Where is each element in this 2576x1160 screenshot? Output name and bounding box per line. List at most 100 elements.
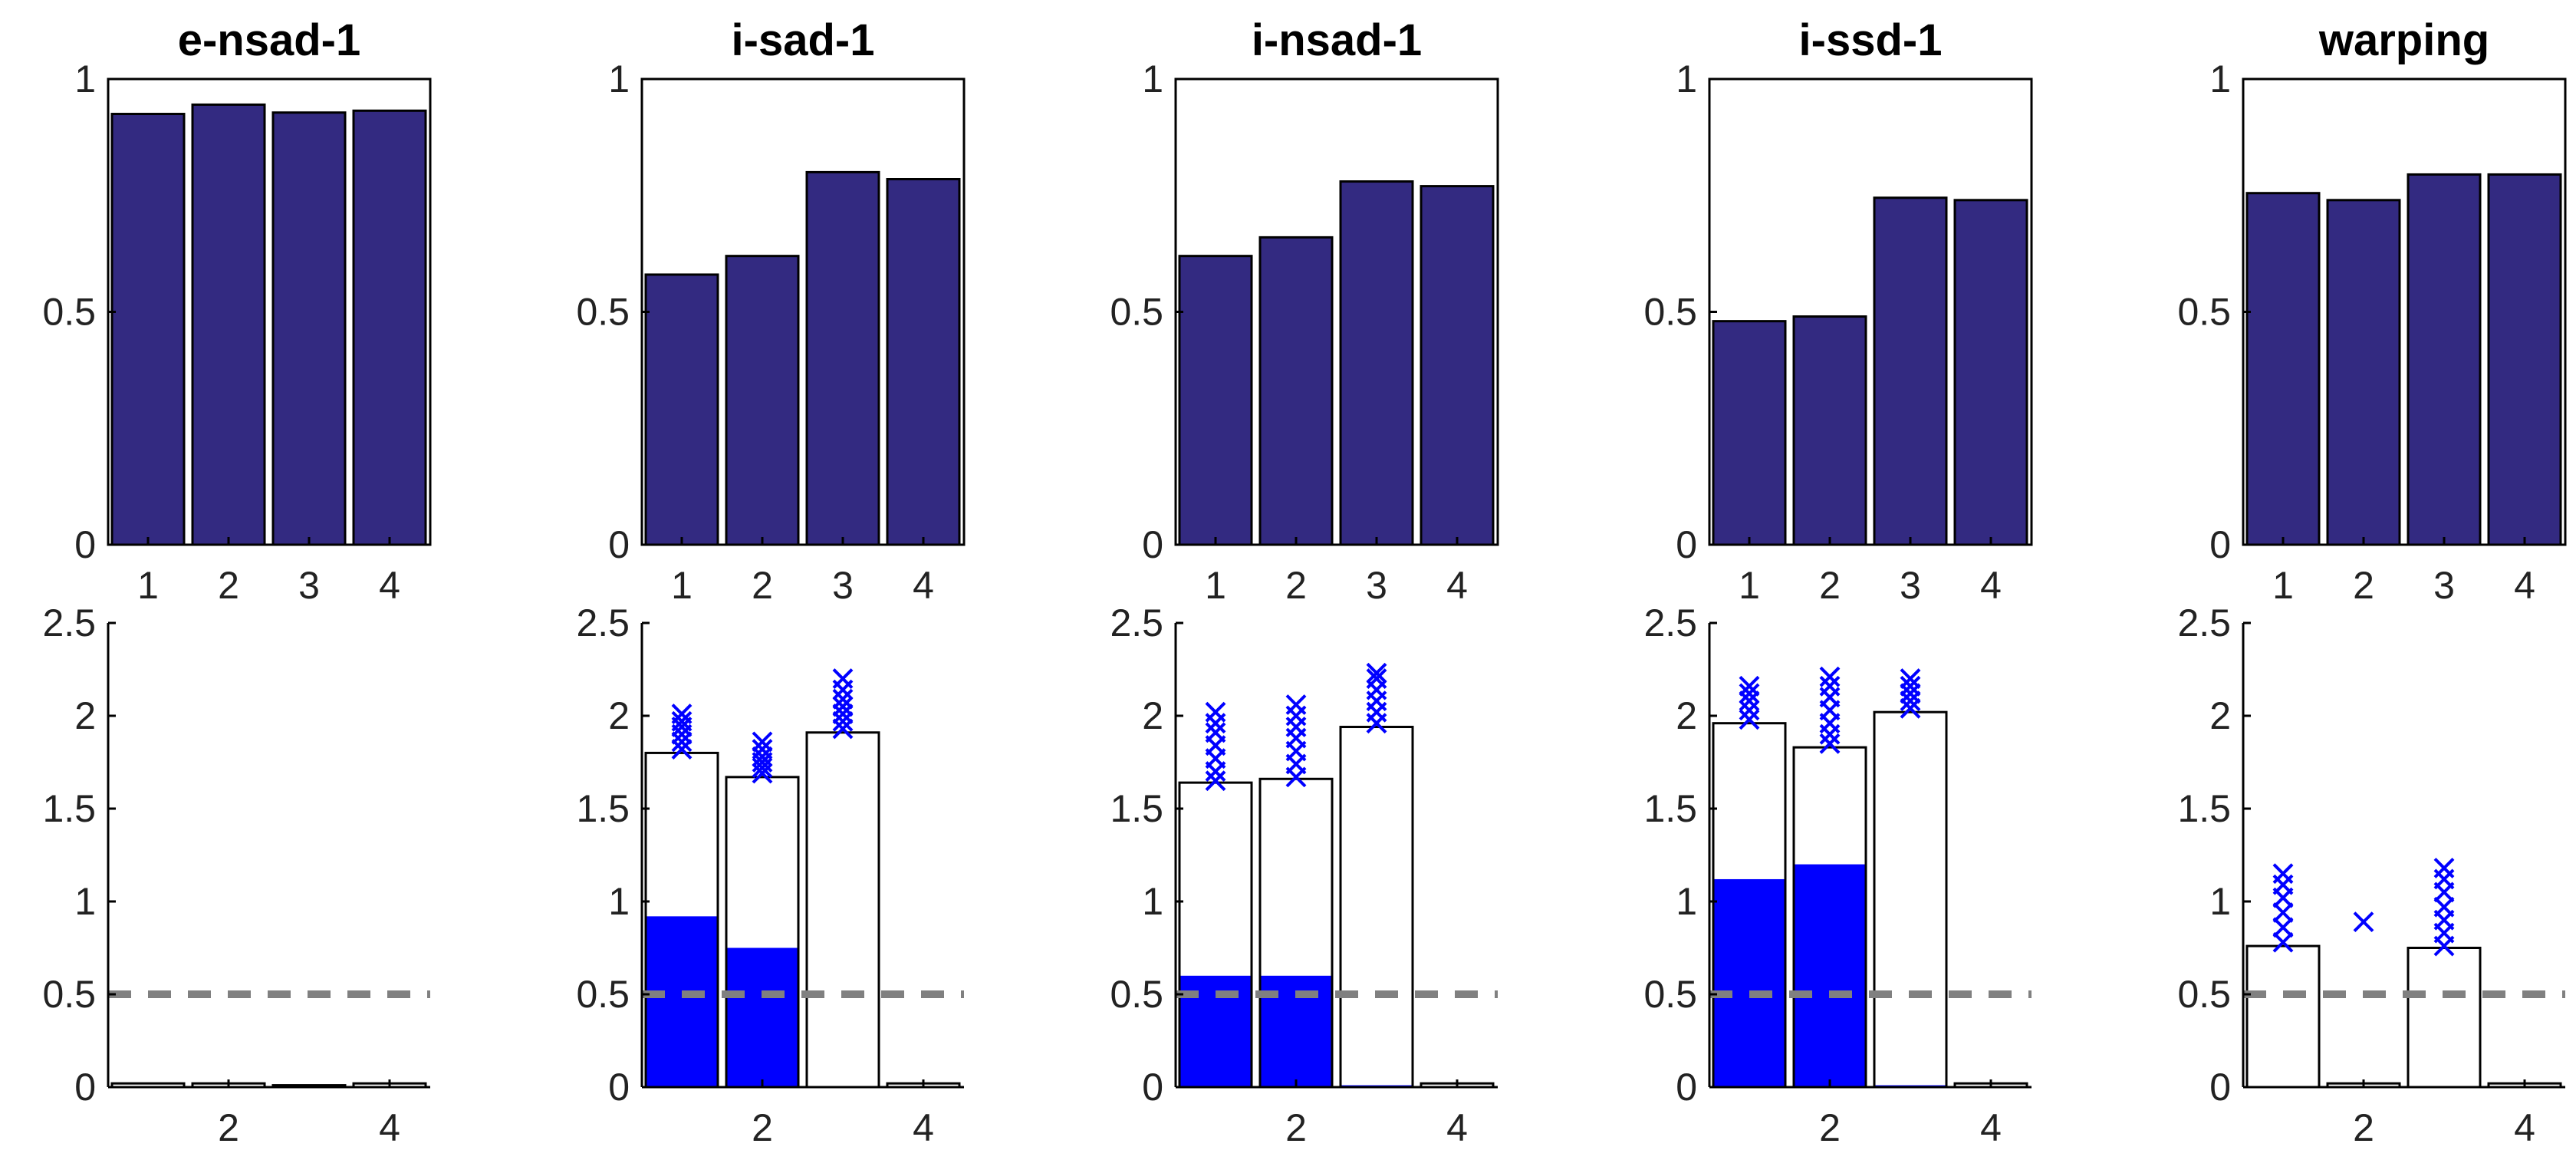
bar-4 [2487,173,2562,546]
bar-1 [1712,320,1787,546]
x-tick-label: 2 [1285,1106,1307,1149]
chart-panel-9: 0 0.5 1 1.5 2 2.5 2 4 [2177,601,2565,1149]
y-tick-label: 0 [74,1066,96,1109]
chart-panel-1: i-sad-1 0 0.5 1 1 2 3 4 [576,15,966,607]
x-tick-label: 3 [1900,564,1921,607]
y-tick-label: 1.5 [576,787,630,830]
x-tick-label: 4 [2514,1106,2535,1149]
y-tick-label: 0 [74,523,96,566]
marker-x [832,710,854,732]
bar-4 [352,109,427,546]
bar-3 [1339,180,1414,546]
y-tick-label: 0.5 [1110,973,1163,1016]
chart-panel-8: 0 0.5 1 1.5 2 2.5 2 4 [1643,601,2032,1149]
chart-panel-5: 0 0.5 1 1.5 2 2.5 2 4 [42,601,430,1149]
y-tick-label: 2.5 [1110,601,1163,644]
marker-x [832,696,854,717]
marker-x [1900,675,1921,697]
y-tick-label: 0 [608,523,630,566]
marker-x [671,710,693,732]
x-tick-label: 3 [298,564,320,607]
bar-2 [1258,236,1334,546]
x-tick-label: 4 [379,1106,400,1149]
x-tick-label: 1 [1739,564,1760,607]
chart-panel-0: e-nsad-1 0 0.5 1 1 2 3 4 [42,15,432,607]
chart-panel-4: warping 0 0.5 1 1 2 3 4 [2177,15,2567,607]
x-tick-label: 4 [1446,564,1468,607]
marker-x [1285,694,1307,715]
chart-panel-6: 0 0.5 1 1.5 2 2.5 2 4 [576,601,964,1149]
y-tick-label: 2 [2209,694,2231,737]
bar-filled-1 [646,916,718,1087]
marker-x [1819,675,1841,697]
marker-x [1739,690,1760,712]
y-tick-label: 0.5 [2177,291,2231,334]
y-tick-label: 0.5 [2177,973,2231,1016]
y-tick-label: 2 [1142,694,1163,737]
bar-3 [1873,196,1948,546]
y-tick-label: 1 [2209,880,2231,923]
y-tick-label: 1 [1676,58,1697,101]
y-tick-label: 1 [608,880,630,923]
bar-4 [886,178,961,546]
y-tick-label: 0 [1676,523,1697,566]
marker-x [2272,902,2294,923]
y-tick-label: 0 [2209,523,2231,566]
bar-1 [644,273,719,546]
marker-x [1819,733,1841,754]
marker-x [1900,683,1921,704]
marker-x [832,718,854,740]
x-tick-label: 1 [1205,564,1226,607]
marker-x [2272,863,2294,885]
y-tick-label: 1 [1676,880,1697,923]
marker-x [2272,917,2294,938]
bar-filled-1 [1713,878,1785,1087]
y-tick-label: 1 [74,58,96,101]
y-tick-label: 1 [2209,58,2231,101]
bar-1 [2245,192,2321,546]
chart-panel-2: i-nsad-1 0 0.5 1 1 2 3 4 [1110,15,1499,607]
chart-title: i-nsad-1 [1252,15,1422,65]
y-tick-label: 2.5 [42,601,96,644]
y-tick-label: 1.5 [1110,787,1163,830]
y-tick-label: 0 [1142,523,1163,566]
x-tick-label: 1 [2272,564,2294,607]
marker-x [671,704,693,724]
x-tick-label: 2 [218,564,239,607]
x-tick-label: 4 [2514,564,2535,607]
chart-panel-7: 0 0.5 1 1.5 2 2.5 2 4 [1110,601,1498,1149]
marker-x [1739,675,1760,697]
marker-x [832,704,854,724]
x-tick-label: 2 [1819,564,1841,607]
y-tick-label: 0.5 [576,973,630,1016]
x-tick-label: 2 [1819,1106,1841,1149]
marker-x [2353,911,2374,933]
bar-filled-2 [726,947,798,1087]
x-tick-label: 4 [1446,1106,1468,1149]
marker-x [2433,896,2455,918]
x-tick-label: 1 [671,564,693,607]
y-tick-label: 1 [1142,880,1163,923]
bar-4 [1420,185,1495,546]
bar-2 [725,255,800,546]
chart-title: e-nsad-1 [178,15,361,65]
bar-3 [2407,173,2482,546]
marker-x [1819,666,1841,687]
marker-x [832,668,854,690]
y-tick-label: 0 [1676,1066,1697,1109]
marker-x [1366,668,1387,690]
y-tick-label: 2.5 [576,601,630,644]
bar-outline-3 [1873,710,1948,1089]
x-tick-label: 2 [2353,564,2374,607]
bar-4 [1953,199,2028,546]
marker-x [1739,683,1760,704]
y-tick-label: 1.5 [42,787,96,830]
y-tick-label: 2 [608,694,630,737]
x-tick-label: 4 [913,564,934,607]
y-tick-label: 2 [1676,694,1697,737]
y-tick-label: 0 [608,1066,630,1109]
bar-outline-3 [805,731,880,1089]
y-tick-label: 2 [74,694,96,737]
marker-x [752,739,773,760]
